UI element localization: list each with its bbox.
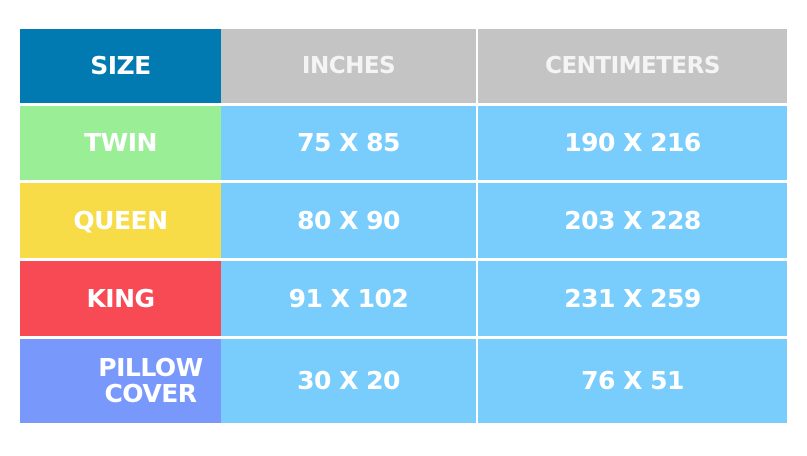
centimeters-cell: 76 X 51 <box>478 339 787 423</box>
inches-cell: 80 X 90 <box>221 183 476 258</box>
header-cell: CENTIMETERS <box>478 29 787 103</box>
size-cell: KING <box>20 261 221 336</box>
centimeters-cell: 190 X 216 <box>478 106 787 180</box>
header-cell: INCHES <box>221 29 476 103</box>
size-cell: QUEEN <box>20 183 221 258</box>
inches-cell: 75 X 85 <box>221 106 476 180</box>
inches-cell: 30 X 20 <box>221 339 476 423</box>
size-cell: TWIN <box>20 106 221 180</box>
centimeters-cell: 203 X 228 <box>478 183 787 258</box>
centimeters-cell: 231 X 259 <box>478 261 787 336</box>
inches-cell: 91 X 102 <box>221 261 476 336</box>
header-cell: SIZE <box>20 29 221 103</box>
